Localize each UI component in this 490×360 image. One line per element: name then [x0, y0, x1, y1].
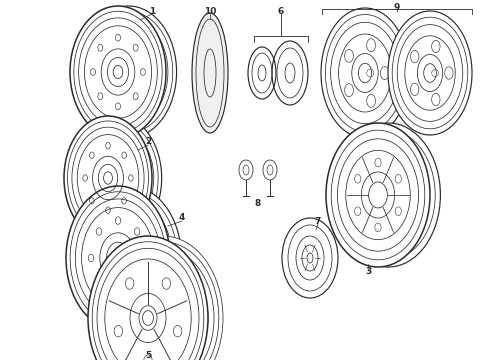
- Ellipse shape: [89, 18, 168, 126]
- Text: 2: 2: [145, 138, 151, 147]
- Ellipse shape: [64, 116, 152, 240]
- Ellipse shape: [80, 6, 176, 138]
- Ellipse shape: [84, 11, 172, 133]
- Text: 10: 10: [204, 6, 216, 15]
- Ellipse shape: [74, 116, 162, 240]
- Text: 6: 6: [278, 6, 284, 15]
- Ellipse shape: [326, 123, 430, 267]
- Ellipse shape: [112, 248, 214, 360]
- Ellipse shape: [87, 199, 172, 317]
- Ellipse shape: [66, 186, 170, 330]
- Ellipse shape: [82, 127, 154, 229]
- Ellipse shape: [82, 192, 177, 324]
- Ellipse shape: [77, 186, 181, 330]
- Text: 9: 9: [394, 3, 400, 12]
- Ellipse shape: [192, 13, 228, 133]
- Text: 8: 8: [255, 198, 261, 207]
- Text: 3: 3: [365, 267, 371, 276]
- Ellipse shape: [77, 121, 158, 235]
- Ellipse shape: [88, 236, 208, 360]
- Text: 1: 1: [149, 6, 155, 15]
- Text: 5: 5: [145, 351, 151, 360]
- Ellipse shape: [337, 123, 441, 267]
- Ellipse shape: [388, 11, 472, 135]
- Text: 7: 7: [315, 216, 321, 225]
- Ellipse shape: [321, 8, 409, 138]
- Ellipse shape: [107, 242, 219, 360]
- Ellipse shape: [118, 256, 208, 360]
- Ellipse shape: [103, 236, 223, 360]
- Text: 4: 4: [179, 213, 185, 222]
- Ellipse shape: [70, 6, 166, 138]
